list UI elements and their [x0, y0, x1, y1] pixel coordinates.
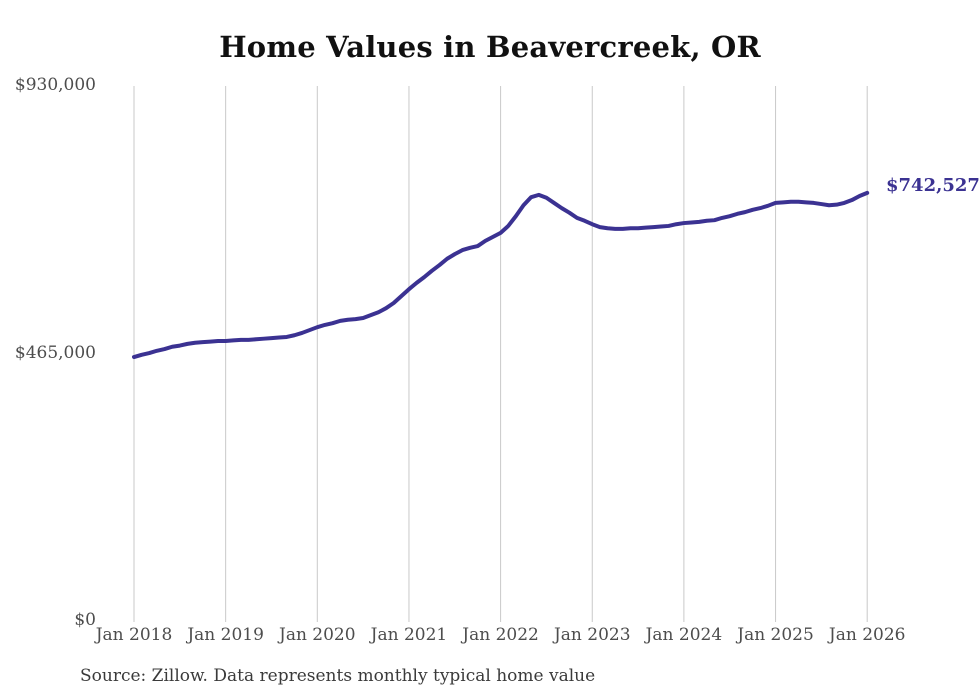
x-axis-tick-label: Jan 2024 — [645, 625, 723, 645]
x-axis-tick-label: Jan 2019 — [187, 625, 264, 645]
current-value-label: $742,527 — [886, 175, 980, 196]
x-axis-tick-label: Jan 2021 — [370, 625, 448, 645]
value-line — [132, 190, 870, 360]
x-axis-tick-label: Jan 2025 — [737, 625, 814, 645]
x-axis-tick-label: Jan 2020 — [279, 625, 356, 645]
x-axis-tick-label: Jan 2022 — [462, 625, 539, 645]
y-axis-tick-label: $930,000 — [14, 75, 96, 95]
x-axis-tick-label: Jan 2018 — [95, 625, 173, 645]
chart-title: Home Values in Beavercreek, OR — [219, 30, 761, 64]
x-axis-tick-label: Jan 2023 — [553, 625, 631, 645]
y-axis-tick-label: $465,000 — [14, 342, 96, 363]
source-note: Source: Zillow. Data represents monthly … — [80, 666, 596, 686]
y-axis-tick-label: $0 — [74, 610, 96, 630]
x-axis-tick-label: Jan 2026 — [828, 625, 906, 645]
